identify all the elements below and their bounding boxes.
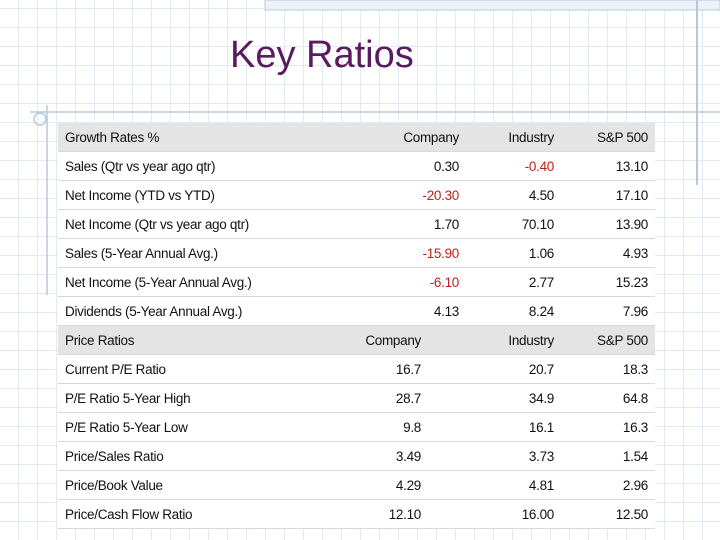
cell: 1.70 [358,209,466,239]
table-header-row: Price Ratios Company Industry S&P 500 [58,326,655,355]
cell: 4.81 [428,470,561,500]
row-label: P/E Ratio 5-Year Low [58,412,326,442]
row-label: Price/Sales Ratio [58,441,326,471]
row-label: Growth Rates % [58,123,358,152]
price-ratios-table: Price Ratios Company Industry S&P 500 Curren… [58,326,655,529]
cell: 16.1 [428,412,561,442]
cell: 15.23 [561,267,655,297]
table-row: Price/Book Value 4.29 4.81 2.96 [58,470,655,500]
cell: 0.30 [358,151,466,181]
table-row: Price/Cash Flow Ratio 12.10 16.00 12.50 [58,499,655,529]
row-label: Current P/E Ratio [58,354,326,384]
cell: 17.10 [561,180,655,210]
cell: 7.96 [561,296,655,326]
cell: 3.73 [428,441,561,471]
cell: -6.10 [358,267,466,297]
table-row: Dividends (5-Year Annual Avg.) 4.13 8.24 7.… [58,296,655,326]
growth-rates-table: Growth Rates % Company Industry S&P 500 Sale… [58,123,655,326]
cell: -15.90 [358,238,466,268]
cell: 12.50 [561,499,655,529]
cell: 8.24 [466,296,561,326]
cell: 4.50 [466,180,561,210]
row-label: Sales (Qtr vs year ago qtr) [58,151,358,181]
table-row: Net Income (Qtr vs year ago qtr) 1.70 70.1… [58,209,655,239]
cell: 9.8 [326,412,428,442]
row-label: Net Income (5-Year Annual Avg.) [58,267,358,297]
cell: Company [358,123,466,152]
cell: 20.7 [428,354,561,384]
table-row: Net Income (YTD vs YTD) -20.30 4.50 17.10 [58,180,655,210]
cell: 4.13 [358,296,466,326]
cell: 13.90 [561,209,655,239]
cell: 16.7 [326,354,428,384]
row-label: Price/Cash Flow Ratio [58,499,326,529]
cell: 2.77 [466,267,561,297]
table-header-row: Growth Rates % Company Industry S&P 500 [58,123,655,152]
cell: 16.3 [561,412,655,442]
row-label: Net Income (YTD vs YTD) [58,180,358,210]
table-row: Current P/E Ratio 16.7 20.7 18.3 [58,354,655,384]
row-label: Dividends (5-Year Annual Avg.) [58,296,358,326]
slide-title: Key Ratios [230,34,414,76]
cell: 1.54 [561,441,655,471]
cell: 70.10 [466,209,561,239]
cell: -20.30 [358,180,466,210]
table-row: P/E Ratio 5-Year High 28.7 34.9 64.8 [58,383,655,413]
rule-circle [33,112,47,126]
table-row: Net Income (5-Year Annual Avg.) -6.10 2.77… [58,267,655,297]
cell: 18.3 [561,354,655,384]
cell: 16.00 [428,499,561,529]
cell: 64.8 [561,383,655,413]
cell: Industry [466,123,561,152]
cell: 4.93 [561,238,655,268]
table-row: Sales (Qtr vs year ago qtr) 0.30 -0.40 13.1… [58,151,655,181]
top-bar [264,0,720,11]
cell: 2.96 [561,470,655,500]
cell: 3.49 [326,441,428,471]
cell: 13.10 [561,151,655,181]
table-row: P/E Ratio 5-Year Low 9.8 16.1 16.3 [58,412,655,442]
cell: Company [326,326,428,355]
row-label: Net Income (Qtr vs year ago qtr) [58,209,358,239]
row-label: P/E Ratio 5-Year High [58,383,326,413]
cell: 34.9 [428,383,561,413]
cell: 4.29 [326,470,428,500]
table-row: Sales (5-Year Annual Avg.) -15.90 1.06 4.93 [58,238,655,268]
table-row: Price/Sales Ratio 3.49 3.73 1.54 [58,441,655,471]
cell: -0.40 [466,151,561,181]
cell: Industry [428,326,561,355]
cell: S&P 500 [561,123,655,152]
row-label: Price Ratios [58,326,326,355]
cell: 12.10 [326,499,428,529]
row-label: Sales (5-Year Annual Avg.) [58,238,358,268]
cell: 28.7 [326,383,428,413]
cell: S&P 500 [561,326,655,355]
row-label: Price/Book Value [58,470,326,500]
cell: 1.06 [466,238,561,268]
